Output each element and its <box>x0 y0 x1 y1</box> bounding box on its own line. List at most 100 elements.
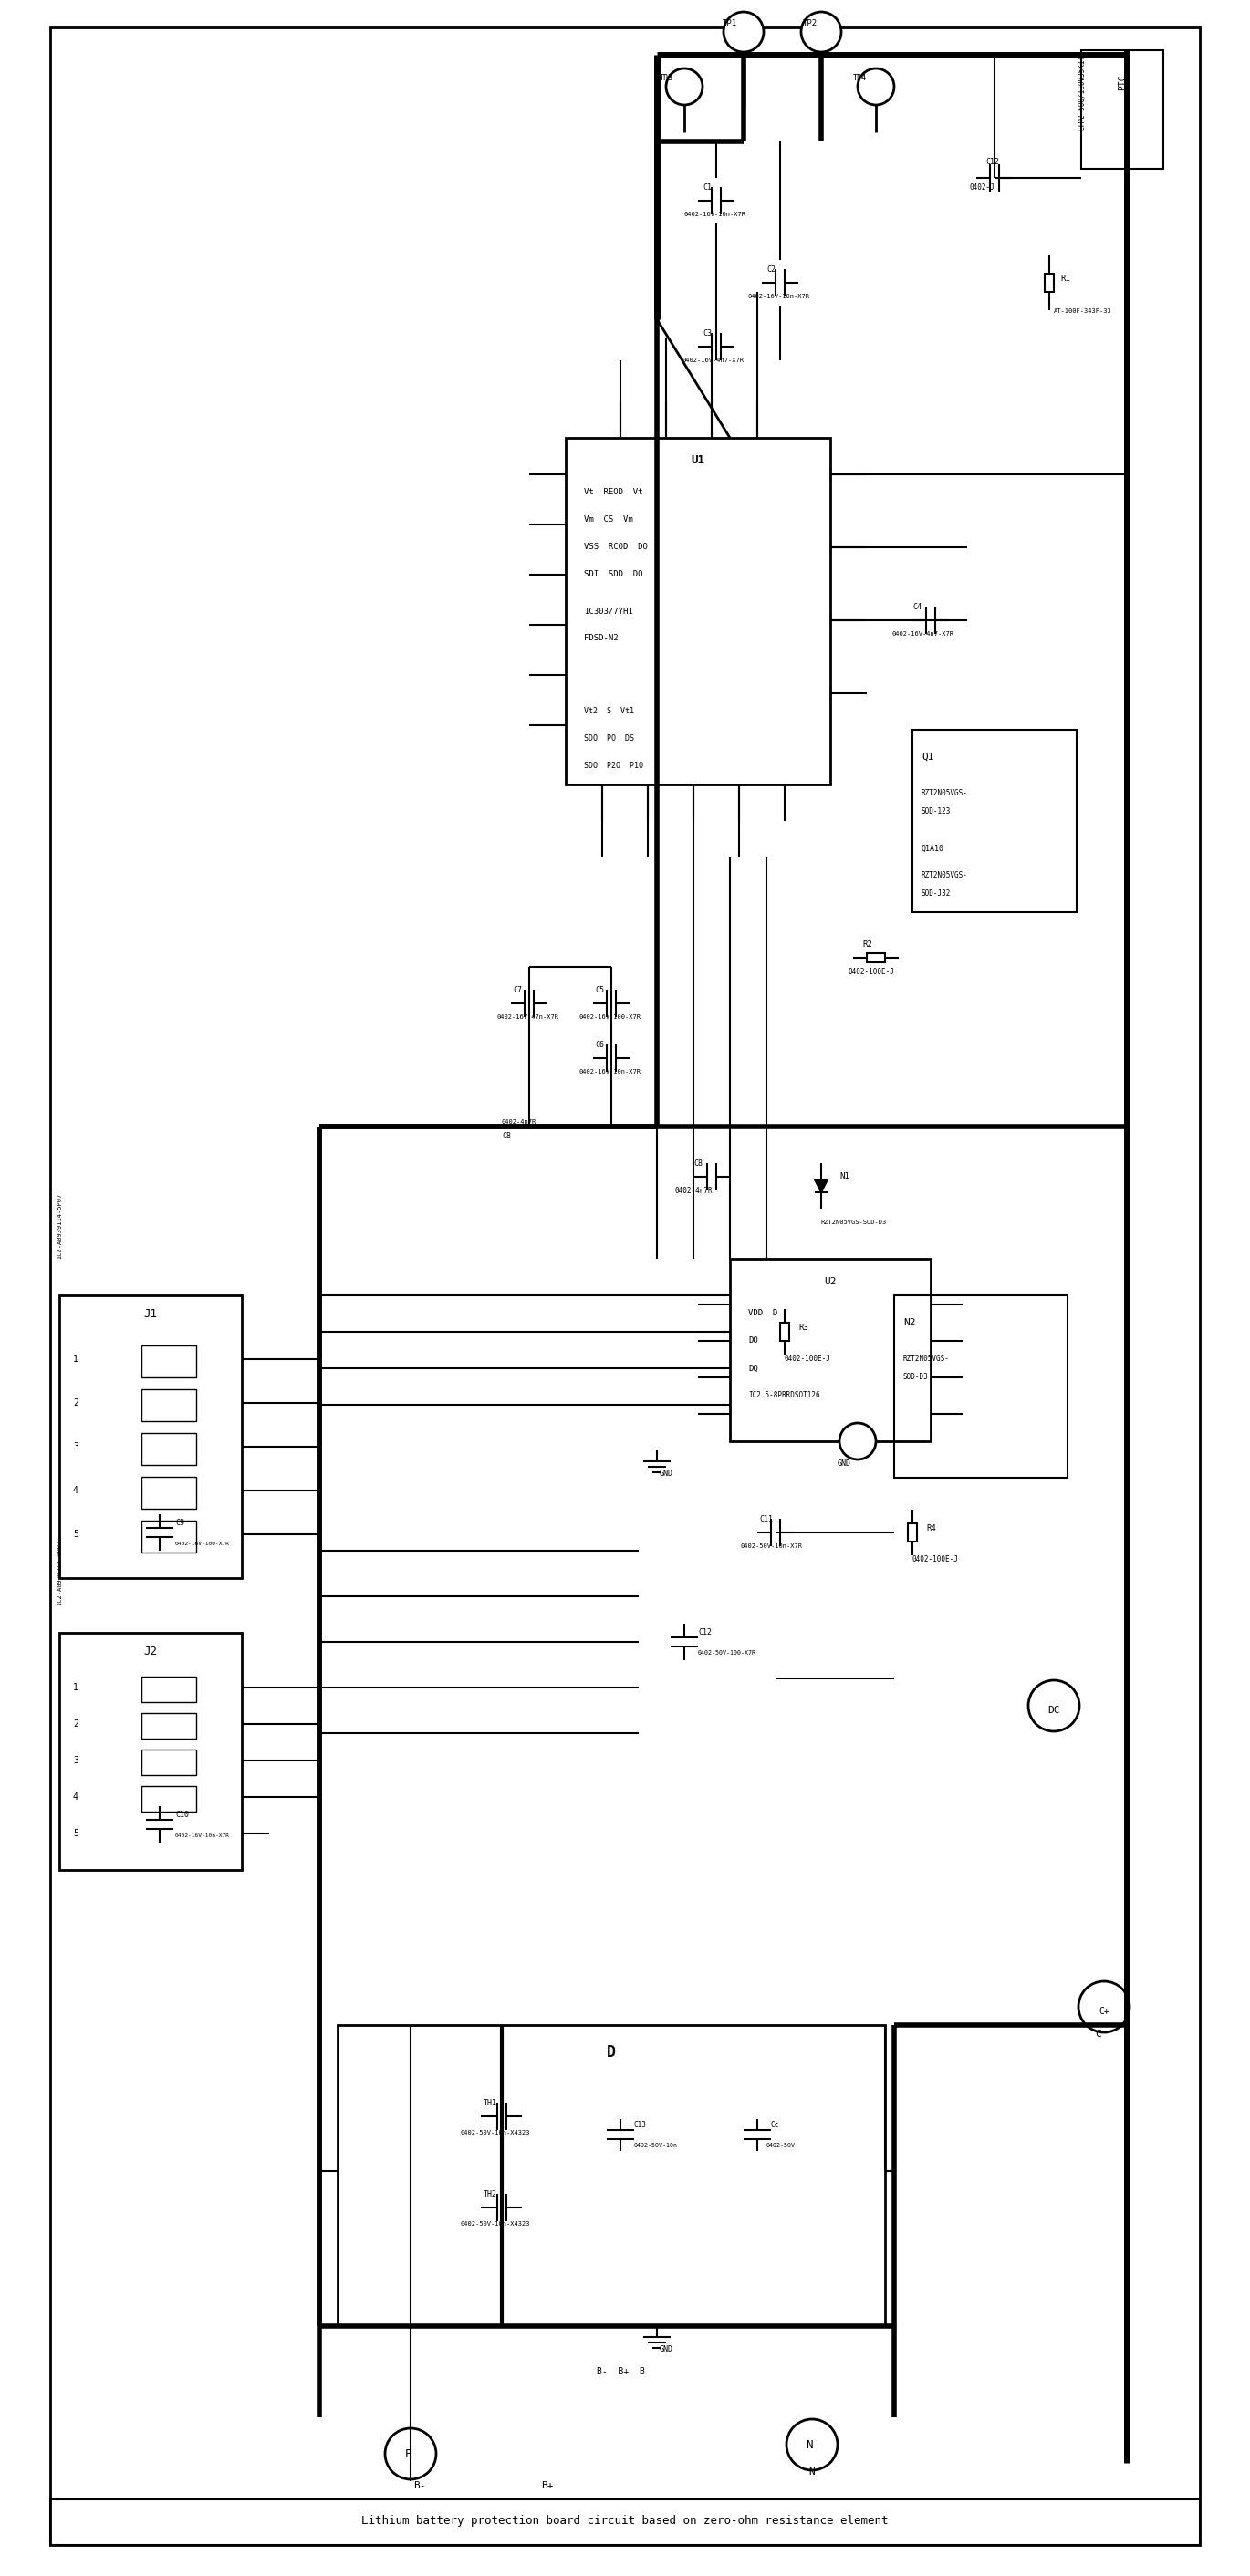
Text: Lithium battery protection board circuit based on zero-ohm resistance element: Lithium battery protection board circuit… <box>361 2514 889 2527</box>
Circle shape <box>801 13 841 52</box>
Text: J1: J1 <box>144 1309 158 1319</box>
Bar <box>59 1296 241 1579</box>
Text: GND: GND <box>659 1468 672 1476</box>
Text: PTC: PTC <box>1118 75 1126 90</box>
Text: Vt2  S  Vt1: Vt2 S Vt1 <box>584 708 634 716</box>
Text: C13: C13 <box>634 2120 646 2130</box>
Text: DC: DC <box>1048 1705 1060 1716</box>
Text: B+: B+ <box>541 2481 554 2491</box>
Text: TH2: TH2 <box>484 2190 498 2197</box>
Text: C10: C10 <box>175 1811 189 1819</box>
Text: DQ: DQ <box>749 1365 758 1373</box>
Text: 0402-16V-10n-X7R: 0402-16V-10n-X7R <box>175 1834 230 1837</box>
Text: C2: C2 <box>766 265 775 273</box>
Circle shape <box>385 2429 436 2478</box>
Text: VDD  D: VDD D <box>749 1309 778 1319</box>
Bar <box>780 1321 789 1342</box>
Text: C8: C8 <box>501 1131 511 1139</box>
Bar <box>866 953 885 963</box>
Text: 0402-16V-4n7-X7R: 0402-16V-4n7-X7R <box>892 631 955 636</box>
Text: 1: 1 <box>72 1682 79 1692</box>
Text: GND: GND <box>838 1461 851 1468</box>
Text: C7: C7 <box>512 987 522 994</box>
Polygon shape <box>815 1180 828 1193</box>
Text: 0402-100E-J: 0402-100E-J <box>912 1556 959 1564</box>
Text: 0402-16V-100-X7R: 0402-16V-100-X7R <box>175 1540 230 1546</box>
Circle shape <box>786 2419 838 2470</box>
Text: 0402-50V-10n-X7R: 0402-50V-10n-X7R <box>741 1543 803 1548</box>
Text: Q1: Q1 <box>921 752 934 762</box>
Text: 0402-J: 0402-J <box>970 183 995 191</box>
Text: LTP2-500/110V35KITC: LTP2-500/110V35KITC <box>1078 49 1085 131</box>
Text: N1: N1 <box>840 1172 849 1180</box>
Text: SDI  SDD  DO: SDI SDD DO <box>584 569 642 580</box>
Text: SOD-D3: SOD-D3 <box>904 1373 929 1381</box>
Text: Q1A10: Q1A10 <box>921 845 944 853</box>
Text: N: N <box>806 2439 812 2450</box>
Text: Vt  REOD  Vt: Vt REOD Vt <box>584 489 642 497</box>
Text: C6: C6 <box>595 1041 604 1048</box>
Text: J2: J2 <box>144 1646 158 1656</box>
Circle shape <box>858 70 894 106</box>
Text: R1: R1 <box>1060 273 1070 283</box>
Text: P: P <box>405 2447 412 2460</box>
Text: C3: C3 <box>702 330 711 337</box>
Text: DO: DO <box>749 1337 758 1345</box>
Text: N2: N2 <box>904 1319 915 1327</box>
Text: IC2-A0939114-5P07: IC2-A0939114-5P07 <box>56 1193 62 1260</box>
Text: TP4: TP4 <box>852 75 866 82</box>
Text: C5: C5 <box>595 987 604 994</box>
Text: TP2: TP2 <box>803 18 818 28</box>
Text: SDO  PO  DS: SDO PO DS <box>584 734 634 742</box>
Bar <box>566 438 830 786</box>
Bar <box>59 1633 241 1870</box>
Bar <box>141 1713 196 1739</box>
Text: IC2.5-8PBRDSOT126: IC2.5-8PBRDSOT126 <box>749 1391 820 1399</box>
Bar <box>50 2499 1200 2545</box>
Text: U2: U2 <box>824 1278 836 1285</box>
Text: GND: GND <box>659 2344 672 2352</box>
Text: RZT2N05VGS-: RZT2N05VGS- <box>921 788 967 799</box>
Circle shape <box>724 13 764 52</box>
Text: C4: C4 <box>912 603 921 611</box>
Text: 0402-50V-10n: 0402-50V-10n <box>634 2143 678 2148</box>
Text: 3: 3 <box>72 1757 79 1765</box>
Bar <box>141 1677 196 1703</box>
Text: 2: 2 <box>72 1399 79 1406</box>
Circle shape <box>840 1422 876 1461</box>
Bar <box>141 1432 196 1466</box>
Bar <box>908 1522 918 1540</box>
Text: 5: 5 <box>72 1530 79 1538</box>
Text: C9: C9 <box>175 1520 184 1528</box>
Bar <box>1081 49 1164 170</box>
Text: 0402-50V-100-X7R: 0402-50V-100-X7R <box>698 1651 756 1656</box>
Text: 0402-100E-J: 0402-100E-J <box>849 969 895 976</box>
Text: SOD-J32: SOD-J32 <box>921 889 951 899</box>
Bar <box>338 2025 885 2326</box>
Bar <box>141 1520 196 1553</box>
Text: SOD-123: SOD-123 <box>921 809 951 817</box>
Text: R4: R4 <box>926 1525 936 1533</box>
Text: 0402-16V-10n-X7R: 0402-16V-10n-X7R <box>580 1069 641 1074</box>
Text: RZT2N05VGS-: RZT2N05VGS- <box>904 1355 950 1363</box>
Text: 0402-16V-47n-X7R: 0402-16V-47n-X7R <box>498 1015 559 1020</box>
Bar <box>141 1476 196 1510</box>
Text: TH1: TH1 <box>484 2099 498 2107</box>
Text: 4: 4 <box>72 1486 79 1494</box>
Text: 0402-16V-4n7-X7R: 0402-16V-4n7-X7R <box>683 358 745 363</box>
Text: 0402-4n7R: 0402-4n7R <box>675 1188 714 1195</box>
Text: FDSD-N2: FDSD-N2 <box>584 634 619 641</box>
Text: R2: R2 <box>862 940 872 948</box>
Text: C8: C8 <box>694 1159 702 1167</box>
Text: C1: C1 <box>702 183 711 191</box>
Bar <box>141 1345 196 1378</box>
Text: B-: B- <box>414 2481 426 2491</box>
Text: 0402-100E-J: 0402-100E-J <box>785 1355 831 1363</box>
Text: TP3: TP3 <box>659 75 672 82</box>
Text: 0402-4n7R: 0402-4n7R <box>501 1118 536 1126</box>
Text: 0402-16V-100-X7R: 0402-16V-100-X7R <box>580 1015 641 1020</box>
Text: U1: U1 <box>691 456 705 466</box>
Text: 0402-16V-10n-X7R: 0402-16V-10n-X7R <box>684 211 746 216</box>
Text: 1: 1 <box>72 1355 79 1363</box>
Bar <box>141 1388 196 1422</box>
